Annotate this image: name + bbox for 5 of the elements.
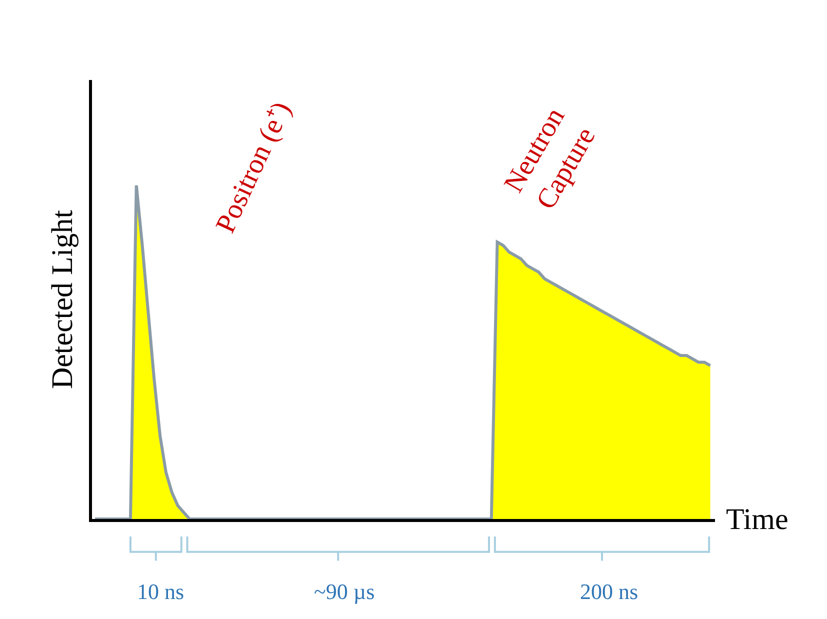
text: 10 ns — [137, 579, 184, 604]
y-axis-title: Detected Light — [46, 209, 79, 390]
text: 200 ns — [580, 579, 638, 604]
x-axis-title: Time — [726, 503, 788, 536]
text: ~90 µs — [314, 579, 375, 604]
